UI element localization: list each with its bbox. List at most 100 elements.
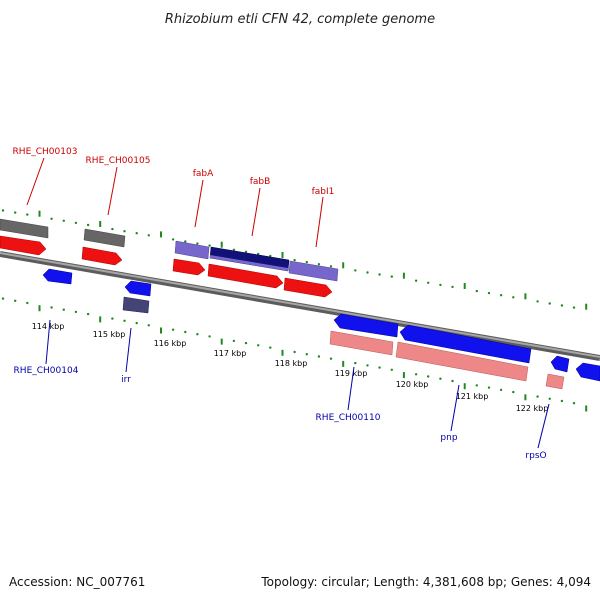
leader-irr xyxy=(125,327,132,373)
upper-minor-tick xyxy=(499,294,503,297)
gene-rhe-ch00103-upper[interactable] xyxy=(0,218,49,239)
gene-irr[interactable] xyxy=(122,296,150,314)
upper-minor-tick xyxy=(135,232,138,235)
lower-minor-tick xyxy=(123,319,126,322)
lower-minor-tick xyxy=(86,312,90,316)
tick-row-upper xyxy=(1,209,588,310)
gene-fabA-upper[interactable] xyxy=(174,240,210,260)
upper-minor-tick xyxy=(1,209,5,212)
lower-minor-tick xyxy=(14,299,17,302)
label-rhe-ch00104[interactable]: RHE_CH00104 xyxy=(14,366,79,376)
scale-label-122: 122 kbp xyxy=(516,404,549,413)
upper-minor-tick xyxy=(427,281,430,284)
label-fabI1[interactable]: fabI1 xyxy=(312,187,335,197)
gene-labels: RHE_CH00103 RHE_CH00105 fabA fabB fabI1 … xyxy=(13,147,547,461)
scale-label-115: 115 kbp xyxy=(93,330,126,339)
lower-minor-tick xyxy=(74,310,78,314)
upper-minor-tick xyxy=(184,240,187,243)
label-irr[interactable]: irr xyxy=(121,375,131,385)
scale-label-120: 120 kbp xyxy=(396,380,429,389)
label-rhe-ch00110[interactable]: RHE_CH00110 xyxy=(316,413,381,423)
lower-minor-tick xyxy=(269,346,272,349)
label-rpsO[interactable]: rpsO xyxy=(525,451,546,461)
gene-row-reverse xyxy=(42,268,600,382)
label-leaders xyxy=(26,157,550,449)
lower-minor-tick xyxy=(548,397,551,400)
lower-minor-tick xyxy=(196,333,199,336)
lower-minor-tick xyxy=(50,306,53,309)
upper-minor-tick xyxy=(329,265,333,268)
gene-fabI1[interactable] xyxy=(283,277,333,298)
upper-minor-tick xyxy=(548,302,551,305)
upper-minor-tick xyxy=(171,238,175,241)
gene-rhe-ch00103[interactable] xyxy=(0,235,47,256)
upper-minor-tick xyxy=(487,291,491,295)
lower-minor-tick xyxy=(232,339,236,343)
lower-minor-tick xyxy=(329,357,333,360)
gene-rhe-ch00104[interactable] xyxy=(42,268,73,285)
upper-minor-tick xyxy=(390,275,393,278)
lower-minor-tick xyxy=(512,390,515,394)
lower-minor-tick xyxy=(560,399,564,403)
lower-minor-tick xyxy=(171,328,175,331)
upper-minor-tick xyxy=(62,219,65,222)
gene-fabA[interactable] xyxy=(172,258,206,276)
gene-row-upper xyxy=(0,218,339,282)
lower-minor-tick xyxy=(439,377,442,380)
lower-minor-tick xyxy=(135,321,138,325)
gene-rhe-ch00105[interactable] xyxy=(81,246,123,266)
map-title: Rhizobium etli CFN 42, complete genome xyxy=(165,12,435,27)
lower-minor-tick xyxy=(378,366,381,369)
upper-minor-tick xyxy=(439,283,442,287)
lower-minor-tick xyxy=(208,335,211,338)
label-fabA[interactable]: fabA xyxy=(193,169,214,179)
upper-minor-tick xyxy=(74,221,78,225)
label-rhe-ch00103[interactable]: RHE_CH00103 xyxy=(13,147,78,157)
lower-minor-tick xyxy=(427,375,430,378)
upper-minor-tick xyxy=(147,234,150,237)
upper-minor-tick xyxy=(512,296,515,299)
gene-pnp-reverse[interactable] xyxy=(399,324,532,364)
leader-rpsO xyxy=(537,403,550,449)
gene-next-reverse[interactable] xyxy=(575,362,600,382)
topology-text: Topology: circular; Length: 4,381,608 bp… xyxy=(260,575,591,589)
lower-minor-tick xyxy=(244,341,248,345)
tick-row-lower xyxy=(1,297,588,412)
gene-rhe-ch00105-upper[interactable] xyxy=(83,228,126,248)
gene-fabB[interactable] xyxy=(207,263,284,289)
label-pnp[interactable]: pnp xyxy=(440,433,457,443)
lower-minor-tick xyxy=(305,353,308,356)
label-rhe-ch00105[interactable]: RHE_CH00105 xyxy=(86,156,151,166)
upper-minor-tick xyxy=(536,300,539,303)
lower-minor-tick xyxy=(390,368,393,371)
lower-minor-tick xyxy=(111,317,114,320)
lower-minor-tick xyxy=(414,373,418,376)
scale-labels: 114 kbp 115 kbp 116 kbp 117 kbp 118 kbp … xyxy=(32,322,549,413)
lower-minor-tick xyxy=(475,384,478,387)
label-fabB[interactable]: fabB xyxy=(250,177,271,187)
gene-rhe-ch00110-reverse[interactable] xyxy=(333,313,399,338)
lower-minor-tick xyxy=(1,297,5,300)
gene-rhe-ch00110[interactable] xyxy=(329,330,394,356)
gene-rpsO[interactable] xyxy=(545,373,565,390)
upper-minor-tick xyxy=(123,230,126,233)
gene-pnp[interactable] xyxy=(395,341,529,382)
upper-minor-tick xyxy=(293,258,296,262)
upper-minor-tick xyxy=(451,285,454,289)
upper-minor-tick xyxy=(86,223,90,227)
leader-rhe-ch00105 xyxy=(107,166,118,216)
gene-fabI1-upper[interactable] xyxy=(288,260,339,282)
upper-minor-tick xyxy=(244,250,248,253)
gene-rpsO-reverse[interactable] xyxy=(550,355,570,373)
upper-minor-tick xyxy=(560,304,564,307)
lower-minor-tick xyxy=(572,402,576,405)
upper-minor-tick xyxy=(305,260,308,264)
lower-minor-tick xyxy=(487,386,491,389)
scale-label-118: 118 kbp xyxy=(275,359,308,368)
lower-minor-tick xyxy=(354,361,357,365)
gene-irr-reverse[interactable] xyxy=(124,280,152,297)
lower-minor-tick xyxy=(451,379,454,383)
lower-minor-tick xyxy=(184,330,187,334)
gene-fabB-violet-strip xyxy=(210,255,288,271)
scale-label-119: 119 kbp xyxy=(335,369,368,378)
